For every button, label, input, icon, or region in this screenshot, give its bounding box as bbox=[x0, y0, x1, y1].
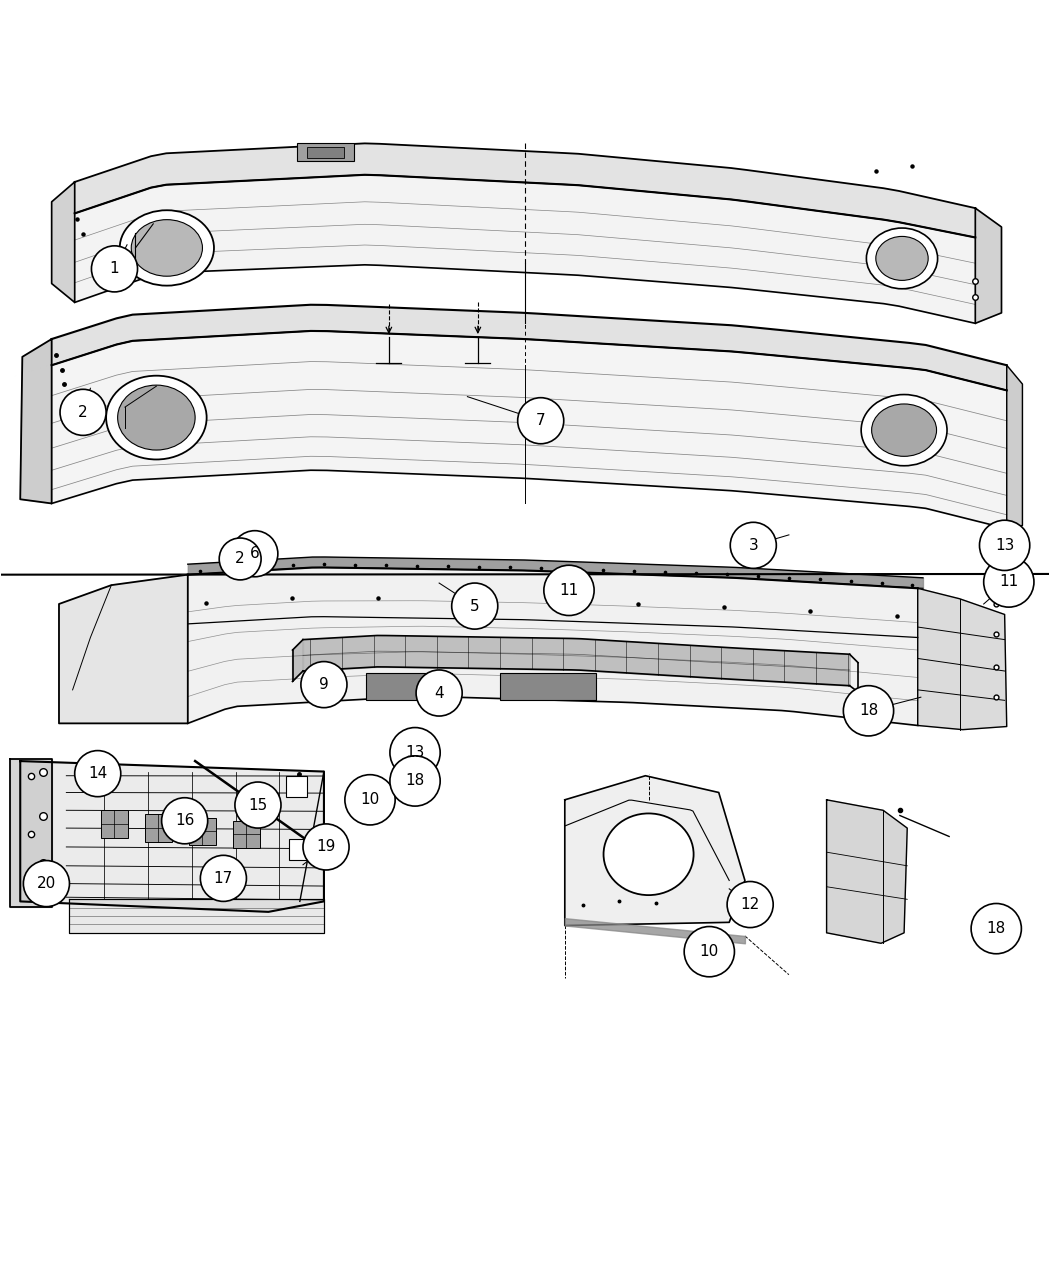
Bar bbox=[365, 673, 452, 700]
Circle shape bbox=[91, 246, 138, 292]
Circle shape bbox=[452, 583, 498, 629]
Bar bbox=[500, 673, 596, 700]
Text: 17: 17 bbox=[214, 871, 233, 886]
Bar bbox=[287, 775, 308, 797]
Text: 16: 16 bbox=[175, 813, 194, 829]
Circle shape bbox=[984, 557, 1034, 607]
Text: 18: 18 bbox=[405, 774, 424, 788]
Text: 11: 11 bbox=[560, 583, 579, 598]
Polygon shape bbox=[20, 339, 51, 504]
Text: 13: 13 bbox=[995, 538, 1014, 553]
Text: 12: 12 bbox=[740, 898, 760, 912]
Text: 18: 18 bbox=[859, 704, 878, 718]
Ellipse shape bbox=[604, 813, 694, 895]
Ellipse shape bbox=[876, 236, 928, 280]
Text: 2: 2 bbox=[235, 552, 245, 566]
Ellipse shape bbox=[118, 385, 195, 450]
Circle shape bbox=[685, 927, 734, 977]
Text: 6: 6 bbox=[250, 546, 259, 561]
Circle shape bbox=[201, 856, 247, 901]
Text: 13: 13 bbox=[405, 745, 425, 760]
Bar bbox=[308, 148, 343, 158]
Ellipse shape bbox=[131, 219, 203, 277]
Circle shape bbox=[843, 686, 894, 736]
Circle shape bbox=[60, 389, 106, 435]
Circle shape bbox=[518, 398, 564, 444]
Ellipse shape bbox=[861, 394, 947, 465]
Text: 9: 9 bbox=[319, 677, 329, 692]
Circle shape bbox=[344, 775, 395, 825]
Bar bbox=[101, 811, 128, 838]
Circle shape bbox=[162, 798, 208, 844]
Circle shape bbox=[75, 751, 121, 797]
Circle shape bbox=[980, 520, 1030, 570]
Ellipse shape bbox=[866, 228, 938, 288]
Ellipse shape bbox=[120, 210, 214, 286]
Circle shape bbox=[303, 824, 349, 870]
Text: 2: 2 bbox=[79, 405, 88, 419]
Text: 3: 3 bbox=[749, 538, 758, 553]
Text: 10: 10 bbox=[360, 792, 380, 807]
Bar bbox=[297, 143, 354, 161]
Text: 7: 7 bbox=[536, 413, 546, 428]
Circle shape bbox=[232, 530, 278, 576]
Ellipse shape bbox=[106, 376, 207, 459]
Bar bbox=[189, 817, 216, 845]
Circle shape bbox=[390, 728, 440, 778]
Text: 18: 18 bbox=[987, 921, 1006, 936]
Circle shape bbox=[971, 904, 1022, 954]
Polygon shape bbox=[918, 588, 1007, 729]
Polygon shape bbox=[20, 761, 324, 912]
Polygon shape bbox=[59, 575, 188, 723]
Circle shape bbox=[235, 782, 281, 827]
Circle shape bbox=[416, 669, 462, 717]
Text: 20: 20 bbox=[37, 876, 56, 891]
Polygon shape bbox=[51, 182, 75, 302]
Ellipse shape bbox=[872, 404, 937, 456]
Polygon shape bbox=[9, 759, 51, 907]
Circle shape bbox=[544, 565, 594, 616]
Circle shape bbox=[23, 861, 69, 907]
Text: 5: 5 bbox=[470, 598, 480, 613]
Circle shape bbox=[727, 881, 773, 928]
Circle shape bbox=[219, 538, 261, 580]
Polygon shape bbox=[1007, 365, 1023, 529]
Text: 19: 19 bbox=[316, 839, 336, 854]
Text: 1: 1 bbox=[109, 261, 120, 277]
Circle shape bbox=[390, 756, 440, 806]
Text: 14: 14 bbox=[88, 766, 107, 782]
Text: 15: 15 bbox=[249, 798, 268, 812]
Circle shape bbox=[301, 662, 346, 708]
Bar bbox=[145, 815, 172, 842]
Text: 4: 4 bbox=[435, 686, 444, 700]
Circle shape bbox=[730, 523, 776, 569]
Polygon shape bbox=[975, 208, 1002, 324]
Polygon shape bbox=[826, 799, 907, 944]
Polygon shape bbox=[565, 775, 744, 926]
Polygon shape bbox=[69, 899, 324, 933]
Text: 10: 10 bbox=[699, 945, 719, 959]
Polygon shape bbox=[293, 640, 303, 681]
Bar bbox=[233, 821, 260, 848]
Text: 11: 11 bbox=[1000, 575, 1018, 589]
Bar bbox=[290, 839, 311, 859]
